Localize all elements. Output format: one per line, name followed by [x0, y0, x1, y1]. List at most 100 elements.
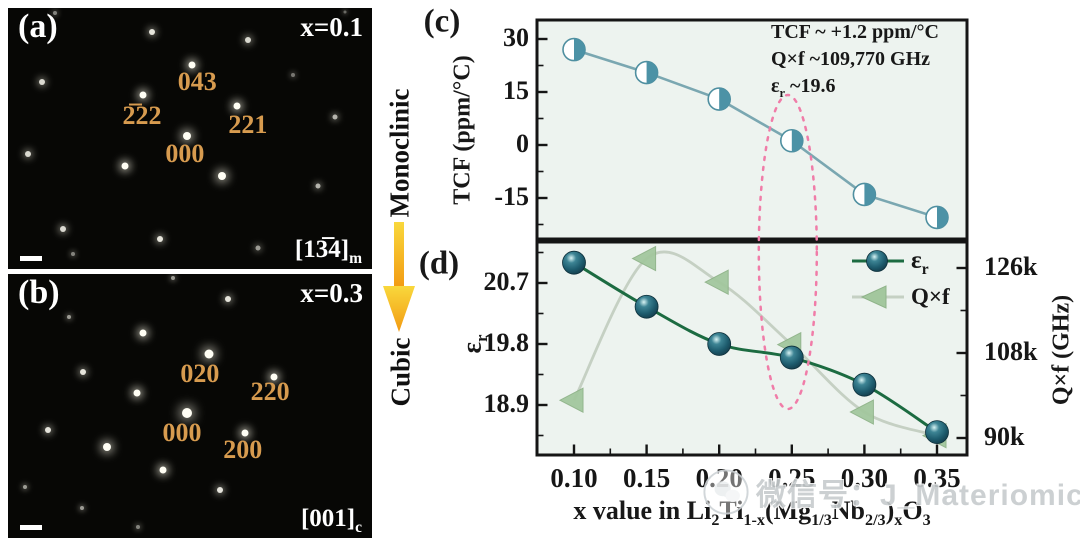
- c-ytick-15: 15: [503, 75, 529, 105]
- tem-panel-a: (a) x=0.1 [13̅4]m 043 2̅22 221 000: [8, 8, 372, 269]
- diffraction-spot: [332, 114, 338, 120]
- diffraction-spot: [139, 91, 147, 99]
- diffraction-spot: [315, 183, 321, 189]
- diffraction-spot: [255, 245, 261, 251]
- diffraction-spot: [216, 486, 223, 493]
- axis-ticks: [538, 37, 966, 454]
- diffraction-spot: [71, 251, 76, 256]
- spot-index-label: 043: [177, 67, 217, 97]
- highlight-ellipse: [757, 93, 819, 411]
- panel-a-scalebar: [20, 256, 42, 261]
- diffraction-spot: [139, 329, 147, 337]
- d-left-ytick-20.7: 20.7: [483, 266, 530, 296]
- panel-b-zone-axis: [001]c: [300, 505, 362, 536]
- diffraction-spot: [25, 150, 32, 157]
- diffraction-spot: [159, 466, 167, 474]
- transition-label-cubic: Cubic: [385, 337, 416, 407]
- epsilon-marker: [925, 420, 949, 445]
- diffraction-spot: [103, 442, 111, 451]
- annotation-block: TCF ~ +1.2 ppm/°C Q×f ~109,770 GHz εr ~1…: [771, 19, 939, 100]
- panel-d-letter: (d): [418, 245, 460, 282]
- panel-b-letter: (b): [18, 274, 60, 311]
- tem-panel-b: (b) x=0.3 [001]c 020 220 000 200: [8, 274, 372, 538]
- c-ytick-30: 30: [503, 22, 529, 52]
- diffraction-spot: [121, 162, 129, 170]
- xtick-0.35: 0.35: [913, 463, 961, 493]
- qxf-marker: [558, 387, 584, 414]
- annotation-qxf: Q×f ~109,770 GHz: [771, 48, 931, 70]
- d-right-ytick-90k: 90k: [984, 421, 1025, 451]
- qxf-marker: [704, 269, 729, 295]
- diffraction-spot: [244, 37, 251, 44]
- legend-epsilon-label: εr: [911, 247, 929, 278]
- watermark-text: 微信号：J_Materiomics: [756, 479, 1080, 512]
- diffraction-spot: [218, 171, 227, 180]
- spot-index-label: 200: [223, 435, 263, 465]
- tcf-series: [562, 37, 949, 230]
- panel-b-scalebar: [20, 525, 42, 530]
- diffraction-spot: [157, 235, 164, 242]
- panel-a-zone-axis: [13̅4]m: [294, 236, 362, 267]
- spot-index-label: 000: [165, 139, 205, 169]
- diffraction-spot: [183, 132, 192, 141]
- panel-c-letter: (c): [423, 3, 461, 40]
- epsilon-marker: [852, 372, 877, 397]
- xtick-0.30: 0.30: [840, 463, 889, 493]
- diffraction-spot: [79, 368, 86, 375]
- panel-c-frame: [535, 18, 969, 241]
- epsilon-marker: [779, 345, 804, 370]
- diffraction-spot: [241, 429, 249, 437]
- diffraction-spot: [149, 29, 156, 35]
- legend-item-qxf: Q×f: [850, 282, 950, 312]
- diffraction-spot: [204, 349, 214, 359]
- diffraction-spot: [343, 10, 347, 14]
- legend-qxf-label: Q×f: [911, 284, 950, 309]
- legend-epsilon-marker-icon: [852, 250, 904, 272]
- panel-d-frame: [535, 240, 969, 457]
- diffraction-spot: [79, 505, 84, 510]
- xtick-0.25: 0.25: [768, 463, 816, 493]
- watermark: 微信号：J_Materiomics: [702, 468, 1080, 516]
- diffraction-spot: [38, 79, 45, 86]
- qxf-marker: [849, 399, 874, 425]
- xtick-0.10: 0.10: [550, 463, 598, 493]
- diffraction-spot: [170, 275, 175, 280]
- spot-index-label: 221: [228, 110, 268, 140]
- wechat-logo-icon: [703, 469, 749, 515]
- diffraction-spot: [135, 524, 140, 529]
- diffraction-spot: [67, 315, 72, 320]
- panel-c-background: [537, 20, 967, 239]
- diffraction-spot: [59, 225, 66, 232]
- panel-d-background: [537, 242, 967, 455]
- diffraction-spot: [270, 373, 278, 381]
- annotation-tcf: TCF ~ +1.2 ppm/°C: [771, 21, 939, 43]
- diffraction-spot: [188, 61, 196, 69]
- panel-b-composition: x=0.3: [300, 278, 363, 308]
- qxf-marker: [631, 245, 657, 272]
- panel-a-composition: x=0.1: [300, 12, 363, 42]
- diffraction-spot: [224, 296, 231, 303]
- diffraction-spot: [133, 389, 141, 397]
- diffraction-spot: [45, 427, 52, 434]
- spot-index-label: 2̅22: [122, 100, 162, 130]
- annotation-epsilon: εr ~19.6: [771, 75, 836, 100]
- d-left-ytick-18.9: 18.9: [483, 388, 530, 418]
- c-ytick--15: -15: [494, 181, 529, 211]
- diffraction-spot: [291, 73, 295, 78]
- d-right-ytick-108k: 108k: [984, 336, 1038, 366]
- diffraction-spot: [52, 10, 57, 15]
- panel-a-letter: (a): [18, 8, 58, 45]
- d-right-ytick-126k: 126k: [984, 251, 1038, 281]
- legend-item-epsilon: εr: [850, 246, 929, 278]
- diffraction-spot: [182, 408, 193, 419]
- xtick-0.15: 0.15: [622, 463, 671, 493]
- d-left-ytick-19.8: 19.8: [483, 327, 530, 357]
- epsilon-marker: [562, 250, 586, 275]
- spot-index-label: 000: [162, 417, 202, 447]
- diffraction-spot: [23, 485, 28, 490]
- diffraction-spot: [233, 102, 241, 110]
- epsilon-marker: [707, 332, 732, 356]
- legend-qxf-marker-icon: [852, 285, 904, 309]
